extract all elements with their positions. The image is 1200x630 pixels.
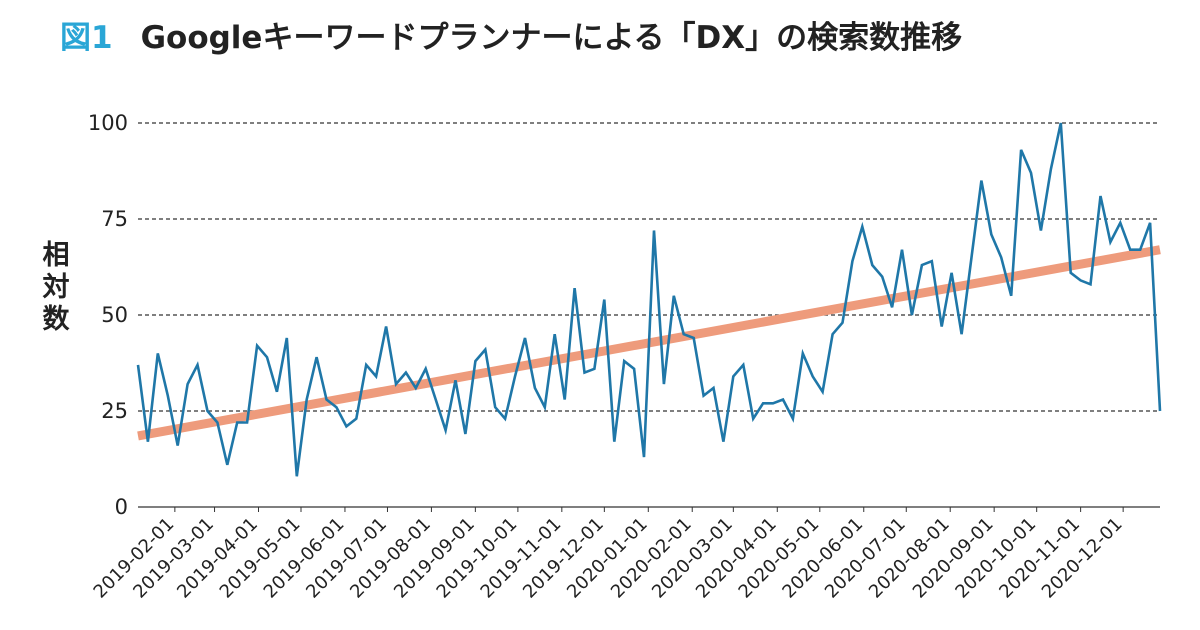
chart-title: Googleキーワードプランナーによる「DX」の検索数推移 <box>140 20 963 56</box>
series-group <box>136 122 1162 477</box>
x-tick-labels: 2019-02-012019-03-012019-04-012019-05-01… <box>90 507 1127 603</box>
series-line <box>136 122 1162 477</box>
y-axis-label-char: 相 <box>42 240 70 271</box>
y-axis-label-char: 対 <box>42 272 70 303</box>
figure-label: 図1 <box>60 20 113 56</box>
y-tick-labels: 0 25 50 75 100 <box>88 111 128 519</box>
y-tick-label: 75 <box>101 207 128 231</box>
y-axis-label: 相対数 <box>36 240 76 336</box>
y-axis-label-char: 数 <box>42 304 70 335</box>
y-tick-label: 25 <box>101 399 128 423</box>
chart-header: 図1 Googleキーワードプランナーによる「DX」の検索数推移 <box>60 12 962 57</box>
y-tick-label: 0 <box>115 495 128 519</box>
y-tick-label: 100 <box>88 111 128 135</box>
gridlines <box>138 122 1160 508</box>
y-tick-label: 50 <box>101 303 128 327</box>
